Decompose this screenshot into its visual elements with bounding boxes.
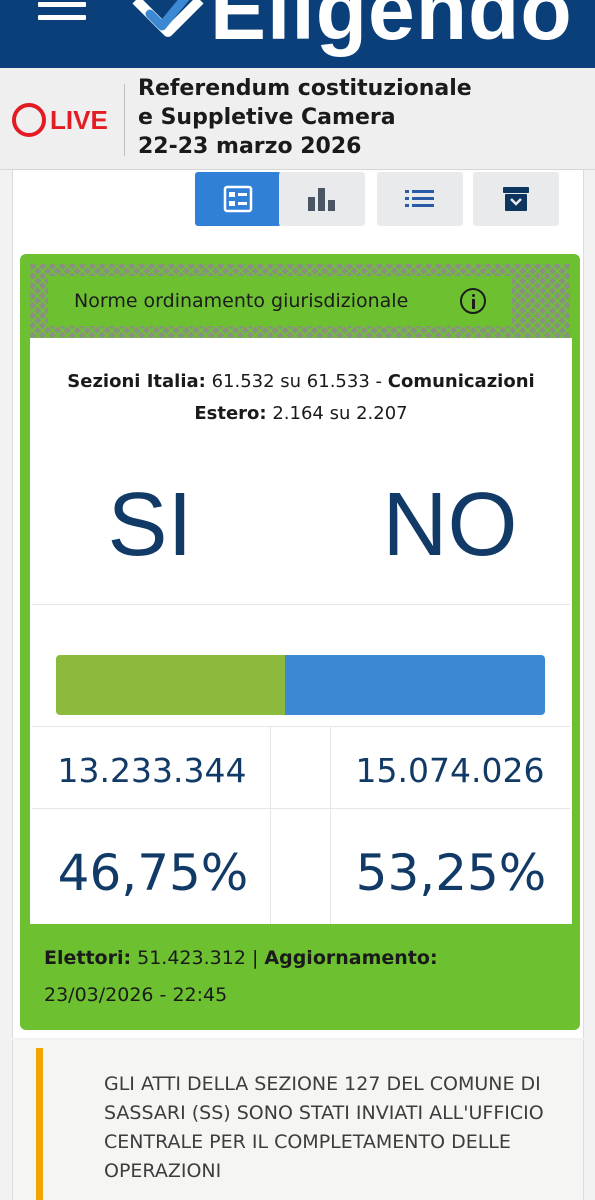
update-value: 23/03/2026 - 22:45 bbox=[44, 984, 228, 1006]
question-title-text: Norme ordinamento giurisdizionale bbox=[74, 290, 409, 312]
yes-votes: 13.233.344 bbox=[57, 751, 247, 790]
yes-percent: 46,75% bbox=[57, 844, 249, 902]
live-label: LIVE bbox=[50, 104, 108, 135]
summary-view-button[interactable] bbox=[195, 172, 281, 226]
live-indicator: LIVE bbox=[12, 102, 108, 138]
yes-label: SI bbox=[107, 475, 193, 575]
no-percent: 53,25% bbox=[355, 844, 547, 902]
logo-icon bbox=[132, 0, 204, 37]
results-body bbox=[30, 338, 572, 924]
bar-chart-view-button[interactable] bbox=[279, 172, 365, 226]
column-divider bbox=[270, 726, 271, 808]
election-title: Referendum costituzionale e Suppletive C… bbox=[138, 74, 578, 161]
archive-button[interactable] bbox=[473, 172, 559, 226]
menu-icon[interactable] bbox=[38, 2, 86, 28]
no-label: NO bbox=[382, 475, 518, 575]
no-share-bar bbox=[284, 655, 545, 715]
result-bar bbox=[56, 655, 545, 715]
column-divider bbox=[270, 808, 271, 924]
election-title-line: e Suppletive Camera bbox=[138, 105, 396, 130]
notice-box bbox=[12, 1040, 584, 1200]
sections-summary: Sezioni Italia: 61.532 su 61.533 - Comun… bbox=[30, 366, 572, 430]
communications-label: Comunicazioni bbox=[387, 371, 535, 392]
bar-chart-icon bbox=[308, 188, 335, 211]
election-title-line: Referendum costituzionale bbox=[138, 76, 472, 101]
list-view-button[interactable] bbox=[377, 172, 463, 226]
app-logo-text: Eligendo bbox=[210, 0, 573, 57]
sections-italy-label: Sezioni Italia: bbox=[67, 371, 206, 392]
sections-italy-value: 61.532 su 61.533 - bbox=[211, 371, 383, 392]
sections-abroad-value: 2.164 su 2.207 bbox=[272, 403, 408, 424]
sections-abroad-label: Estero: bbox=[194, 403, 267, 424]
notice-accent bbox=[36, 1048, 43, 1200]
summary-view-icon bbox=[223, 185, 253, 213]
voters-value: 51.423.312 | bbox=[137, 947, 259, 969]
notice-text: GLI ATTI DELLA SEZIONE 127 DEL COMUNE DI… bbox=[104, 1073, 544, 1182]
archive-download-icon bbox=[503, 187, 529, 211]
column-divider bbox=[330, 726, 331, 808]
live-divider bbox=[124, 84, 125, 156]
no-votes: 15.074.026 bbox=[355, 751, 545, 790]
row-divider bbox=[32, 726, 570, 727]
update-label: Aggiornamento: bbox=[264, 947, 438, 969]
app-header: Eligendo bbox=[0, 0, 595, 68]
yes-share-bar bbox=[56, 655, 285, 715]
live-banner: LIVE Referendum costituzionale e Supplet… bbox=[0, 68, 595, 170]
row-divider bbox=[32, 604, 570, 605]
live-ring-icon bbox=[12, 103, 46, 137]
question-title[interactable]: Norme ordinamento giurisdizionale bbox=[48, 276, 512, 326]
voters-label: Elettori: bbox=[44, 947, 132, 969]
list-view-icon bbox=[405, 190, 434, 207]
info-icon[interactable] bbox=[460, 288, 486, 314]
election-title-line: 22-23 marzo 2026 bbox=[138, 134, 362, 159]
row-divider bbox=[32, 808, 570, 809]
column-divider bbox=[330, 808, 331, 924]
card-footer: Elettori: 51.423.312 | Aggiornamento: 23… bbox=[44, 940, 564, 1014]
